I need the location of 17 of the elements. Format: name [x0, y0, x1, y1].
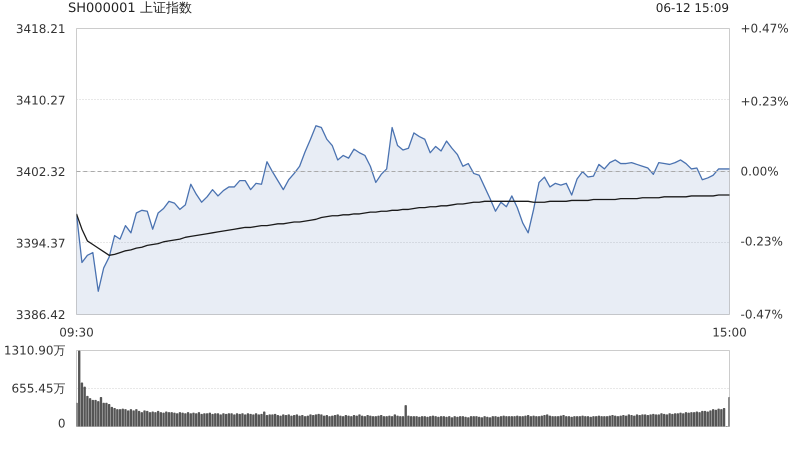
y2-tick-label: 0.00% — [740, 164, 779, 178]
text: 06-12 15:09 — [656, 0, 729, 17]
x-tick-label: 15:00 — [712, 326, 747, 340]
y-tick-label: 3418.21 — [16, 22, 66, 36]
y-tick-label: 3394.37 — [16, 236, 66, 250]
x-tick-label: 09:30 — [59, 326, 94, 340]
y-tick-label: 3402.32 — [16, 164, 66, 179]
y-tick-label: 1310.90万 — [4, 344, 66, 358]
y2-tick-label: +0.47% — [740, 22, 789, 36]
y2-tick-label: +0.23% — [740, 94, 789, 109]
y2-tick-label: -0.23% — [740, 234, 783, 248]
y-tick-label: 655.45万 — [12, 382, 66, 396]
y-tick-label: 3386.42 — [16, 308, 66, 322]
chart-title: SH000001 上证指数 — [68, 0, 192, 18]
y-tick-label: 3410.27 — [16, 93, 66, 108]
y2-tick-label: -0.47% — [740, 308, 783, 322]
y-tick-label: 0 — [58, 416, 66, 430]
